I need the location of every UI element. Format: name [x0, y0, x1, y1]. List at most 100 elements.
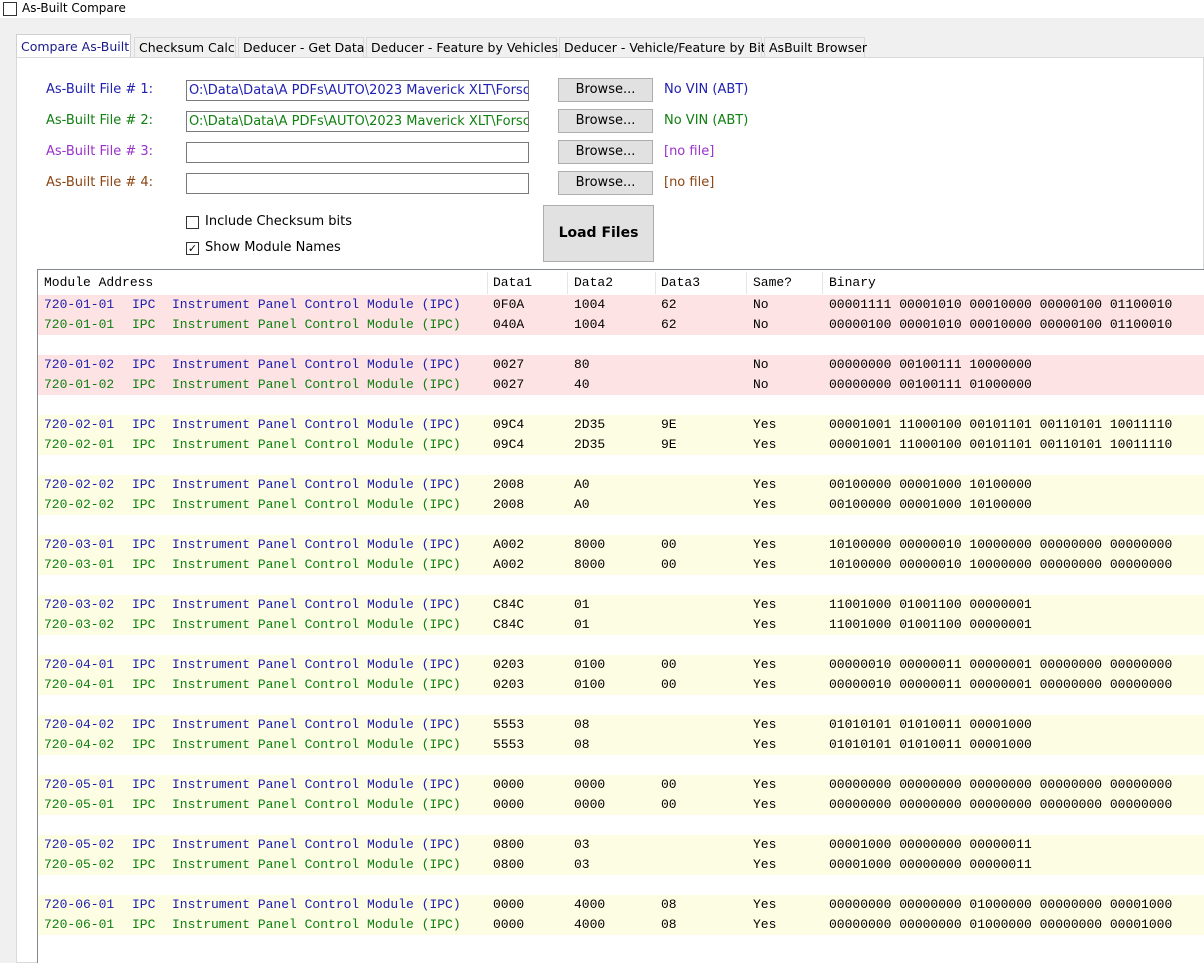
column-separator [822, 272, 823, 294]
cell-module: IPC [132, 617, 156, 632]
browse-button[interactable]: Browse... [558, 78, 653, 102]
checkbox[interactable]: ✓ [186, 242, 199, 255]
cell-data2: 0000 [574, 797, 606, 812]
cell-data2: 8000 [574, 557, 606, 572]
file-path-input[interactable]: O:\Data\Data\A PDFs\AUTO\2023 Maverick X… [186, 80, 529, 101]
cell-data3: 00 [661, 677, 677, 692]
file-path-input[interactable]: O:\Data\Data\A PDFs\AUTO\2023 Maverick X… [186, 111, 529, 132]
list-row[interactable]: 720-01-02 IPC Instrument Panel Control Mod… [38, 375, 1204, 395]
file-path-input[interactable] [186, 173, 529, 194]
cell-data1: 0000 [493, 777, 525, 792]
tab[interactable]: Compare As-Built [16, 34, 131, 58]
list-row[interactable]: 720-03-02 IPC Instrument Panel Control Mod… [38, 615, 1204, 635]
cell-data1: 5553 [493, 737, 525, 752]
cell-module: IPC [132, 297, 156, 312]
list-row[interactable]: 720-02-01 IPC Instrument Panel Control Mod… [38, 435, 1204, 455]
cell-name: Instrument Panel Control Module (IPC) [172, 737, 461, 752]
list-row[interactable]: 720-06-01 IPC Instrument Panel Control Mod… [38, 895, 1204, 915]
cell-same: Yes [753, 717, 777, 732]
cell-data1: 0800 [493, 857, 525, 872]
cell-same: Yes [753, 797, 777, 812]
list-row[interactable]: 720-05-02 IPC Instrument Panel Control Mod… [38, 855, 1204, 875]
cell-data1: 0F0A [493, 297, 525, 312]
cell-binary: 00001001 11000100 00101101 00110101 1001… [829, 417, 1173, 432]
cell-binary: 01010101 01010011 00001000 [829, 737, 1032, 752]
list-row[interactable]: 720-04-02 IPC Instrument Panel Control Mod… [38, 735, 1204, 755]
cell-name: Instrument Panel Control Module (IPC) [172, 437, 461, 452]
list-row[interactable]: 720-01-01 IPC Instrument Panel Control Mod… [38, 315, 1204, 335]
cell-address: 720-04-02 [44, 717, 115, 732]
cell-binary: 00100000 00001000 10100000 [829, 497, 1032, 512]
cell-name: Instrument Panel Control Module (IPC) [172, 897, 461, 912]
cell-module: IPC [132, 917, 156, 932]
tab[interactable]: Checksum Calc [134, 37, 236, 57]
cell-module: IPC [132, 317, 156, 332]
browse-button[interactable]: Browse... [558, 140, 653, 164]
browse-button[interactable]: Browse... [558, 109, 653, 133]
tab[interactable]: AsBuilt Browser [764, 37, 867, 57]
list-row[interactable]: 720-05-01 IPC Instrument Panel Control Mod… [38, 795, 1204, 815]
list-row[interactable]: 720-01-02 IPC Instrument Panel Control Mod… [38, 355, 1204, 375]
load-files-button[interactable]: Load Files [543, 205, 654, 262]
list-row[interactable]: 720-02-01 IPC Instrument Panel Control Mod… [38, 415, 1204, 435]
checkbox-label[interactable]: Show Module Names [205, 240, 341, 255]
checkbox[interactable] [186, 216, 199, 229]
tab[interactable]: Deducer - Feature by Vehicles [366, 37, 558, 57]
cell-address: 720-03-02 [44, 597, 115, 612]
cell-data2: 08 [574, 717, 590, 732]
file-path-input[interactable] [186, 142, 529, 163]
cell-data3: 08 [661, 917, 677, 932]
list-row[interactable]: 720-03-01 IPC Instrument Panel Control Mod… [38, 535, 1204, 555]
list-row[interactable]: 720-04-01 IPC Instrument Panel Control Mod… [38, 655, 1204, 675]
cell-data3: 00 [661, 557, 677, 572]
cell-binary: 00001000 00000000 00000011 [829, 837, 1032, 852]
cell-address: 720-06-01 [44, 917, 115, 932]
cell-data3: 00 [661, 537, 677, 552]
cell-same: Yes [753, 497, 777, 512]
cell-module: IPC [132, 597, 156, 612]
cell-data1: 0027 [493, 377, 525, 392]
tab[interactable]: Deducer - Get Data [238, 37, 364, 57]
list-row[interactable]: 720-03-01 IPC Instrument Panel Control Mod… [38, 555, 1204, 575]
cell-name: Instrument Panel Control Module (IPC) [172, 417, 461, 432]
column-separator [487, 272, 488, 294]
browse-button[interactable]: Browse... [558, 171, 653, 195]
cell-binary: 00000000 00000000 00000000 00000000 0000… [829, 797, 1173, 812]
list-row[interactable]: 720-04-02 IPC Instrument Panel Control Mod… [38, 715, 1204, 735]
cell-name: Instrument Panel Control Module (IPC) [172, 377, 461, 392]
list-row[interactable]: 720-02-02 IPC Instrument Panel Control Mod… [38, 495, 1204, 515]
list-row[interactable]: 720-01-01 IPC Instrument Panel Control Mod… [38, 295, 1204, 315]
cell-binary: 00001000 00000000 00000011 [829, 857, 1032, 872]
cell-address: 720-01-02 [44, 377, 115, 392]
list-row[interactable]: 720-04-01 IPC Instrument Panel Control Mod… [38, 675, 1204, 695]
cell-module: IPC [132, 717, 156, 732]
cell-data2: 1004 [574, 317, 606, 332]
cell-module: IPC [132, 797, 156, 812]
cell-same: Yes [753, 677, 777, 692]
cell-same: Yes [753, 477, 777, 492]
cell-binary: 00000010 00000011 00000001 00000000 0000… [829, 677, 1173, 692]
cell-address: 720-05-01 [44, 777, 115, 792]
cell-data1: A002 [493, 537, 525, 552]
cell-name: Instrument Panel Control Module (IPC) [172, 677, 461, 692]
cell-module: IPC [132, 737, 156, 752]
cell-address: 720-01-01 [44, 317, 115, 332]
cell-data2: 03 [574, 857, 590, 872]
cell-binary: 00000000 00100111 01000000 [829, 377, 1032, 392]
list-row[interactable]: 720-02-02 IPC Instrument Panel Control Mod… [38, 475, 1204, 495]
list-row[interactable]: 720-05-01 IPC Instrument Panel Control Mod… [38, 775, 1204, 795]
cell-data1: 0000 [493, 897, 525, 912]
cell-address: 720-02-01 [44, 417, 115, 432]
list-row[interactable]: 720-05-02 IPC Instrument Panel Control Mod… [38, 835, 1204, 855]
list-row[interactable]: 720-06-01 IPC Instrument Panel Control Mod… [38, 915, 1204, 935]
cell-data3: 08 [661, 897, 677, 912]
cell-name: Instrument Panel Control Module (IPC) [172, 917, 461, 932]
cell-data3: 62 [661, 297, 677, 312]
cell-binary: 11001000 01001100 00000001 [829, 597, 1032, 612]
file-label: As-Built File # 3: [46, 144, 154, 159]
tab[interactable]: Deducer - Vehicle/Feature by Bit [559, 37, 766, 57]
cell-same: No [753, 317, 769, 332]
cell-address: 720-02-02 [44, 477, 115, 492]
list-row[interactable]: 720-03-02 IPC Instrument Panel Control Mod… [38, 595, 1204, 615]
checkbox-label[interactable]: Include Checksum bits [205, 214, 352, 229]
